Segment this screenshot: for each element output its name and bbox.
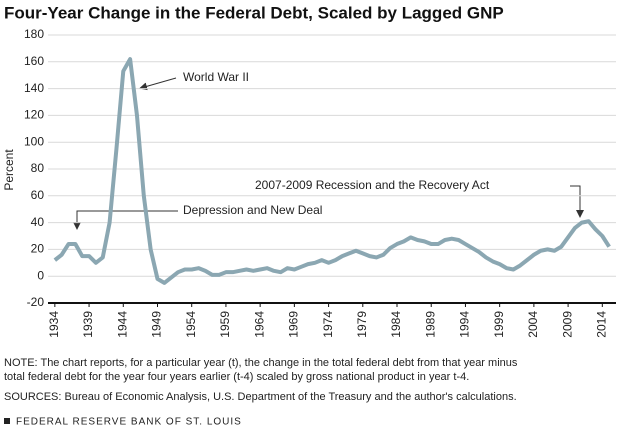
x-tick-label: 2009 (560, 311, 574, 338)
y-tick-label: 40 (31, 215, 45, 229)
x-tick-label: 1949 (150, 311, 164, 338)
x-tick-label: 1964 (252, 311, 266, 338)
x-tick-label: 1994 (458, 311, 472, 338)
x-tick-label: 1969 (287, 311, 301, 338)
x-tick-label: 1974 (321, 311, 335, 338)
annotation: Depression and New Deal (183, 203, 322, 217)
note: total federal debt for the year four yea… (4, 371, 469, 383)
x-tick-label: 1944 (115, 311, 129, 338)
annotation-arrow (139, 77, 177, 91)
x-tick-label: 1984 (389, 311, 403, 338)
y-tick-label: 60 (31, 188, 45, 202)
x-tick-label: 1979 (355, 311, 369, 338)
y-tick-label: 160 (24, 54, 44, 68)
x-tick-label: 2014 (594, 311, 608, 338)
y-tick-label: -20 (27, 295, 45, 309)
y-tick-label: 0 (37, 268, 44, 282)
footer-bullet (4, 418, 10, 424)
x-tick-label: 1959 (218, 311, 232, 338)
y-tick-label: 120 (24, 108, 44, 122)
annotation: 2007-2009 Recession and the Recovery Act (255, 178, 490, 192)
x-tick-label: 1999 (492, 311, 506, 338)
annotation-arrow (570, 185, 584, 218)
annotation: World War II (183, 70, 249, 84)
x-tick-label: 1989 (423, 311, 437, 338)
y-tick-label: 20 (31, 242, 45, 256)
data-line (53, 57, 611, 285)
note: NOTE: The chart reports, for a particula… (4, 357, 518, 369)
sources: SOURCES: Bureau of Economic Analysis, U.… (4, 391, 517, 403)
x-tick-label: 1954 (184, 311, 198, 338)
x-tick-label: 1939 (81, 311, 95, 338)
y-axis-label: Percent (2, 149, 16, 191)
y-tick-label: 180 (24, 27, 44, 41)
footer: FEDERAL RESERVE BANK OF ST. LOUIS (16, 417, 242, 428)
x-tick-label: 1934 (47, 311, 61, 338)
chart-title: Four-Year Change in the Federal Debt, Sc… (4, 3, 504, 22)
y-tick-label: 100 (24, 134, 44, 148)
x-tick-label: 2004 (526, 311, 540, 338)
y-tick-label: 140 (24, 81, 44, 95)
y-tick-label: 80 (31, 161, 45, 175)
annotation-arrow (73, 210, 178, 230)
